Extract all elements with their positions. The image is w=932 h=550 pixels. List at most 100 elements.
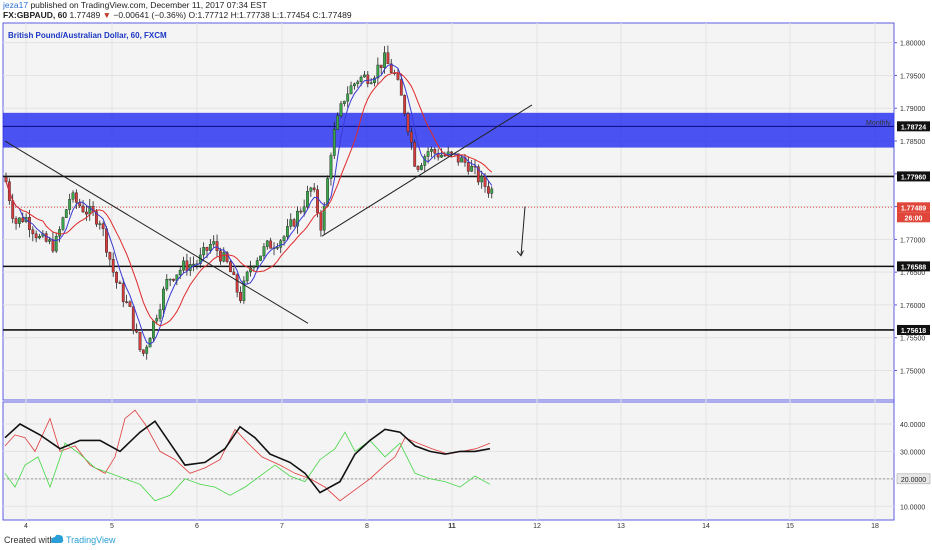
candle-body: [4, 176, 8, 183]
projection-arrow: [520, 206, 526, 256]
fast-ma-line: [5, 63, 493, 345]
candle-body: [71, 192, 75, 200]
candle-body: [172, 278, 175, 281]
candle-body: [286, 226, 289, 237]
chart-title: British Pound/Australian Dollar, 60, FXC…: [8, 31, 167, 40]
candle-body: [151, 320, 155, 339]
candle-body: [61, 217, 65, 230]
candle-body: [366, 74, 370, 84]
chart-canvas[interactable]: 1.800001.795001.790001.785001.780001.775…: [0, 0, 932, 530]
last-price: 1.77489: [69, 10, 101, 20]
candle-body: [289, 219, 293, 227]
candle-body: [128, 301, 132, 307]
candle-body: [182, 260, 185, 271]
x-tick-label: 13: [617, 523, 625, 530]
candle-body: [389, 63, 393, 73]
price-label-bg: [897, 121, 930, 132]
candle-body: [31, 229, 35, 235]
y-tick-label: 1.76000: [900, 303, 925, 310]
candle-body: [14, 218, 18, 224]
candle-body: [58, 229, 62, 237]
candle-body: [105, 228, 108, 253]
candle-body: [416, 166, 420, 170]
candle-body: [359, 76, 363, 83]
candle-body: [74, 192, 78, 203]
candle-body: [229, 261, 232, 273]
tradingview-brand[interactable]: TradingView: [66, 535, 116, 545]
candle-body: [386, 52, 390, 65]
candle-body: [222, 252, 226, 262]
candle-body: [269, 240, 273, 249]
ascending-trendline: [321, 104, 533, 237]
candle-body: [212, 241, 216, 245]
candle-body: [476, 166, 480, 183]
candle-body: [81, 205, 85, 213]
candle-body: [51, 239, 55, 252]
candle-body: [369, 82, 373, 85]
horizontal-levels[interactable]: [3, 175, 894, 331]
candle-body: [430, 149, 433, 152]
candle-body: [460, 157, 463, 163]
candle-body: [450, 151, 453, 154]
candle-body: [470, 165, 474, 172]
osc-ref-label-text: 20.0000: [901, 477, 926, 484]
candle-body: [21, 217, 25, 222]
candle-body: [279, 240, 283, 248]
candle-body: [101, 223, 105, 229]
candle-body: [322, 205, 326, 231]
osc-tick-label: 40.0000: [900, 422, 925, 429]
y-tick-label: 1.77000: [900, 237, 925, 244]
candle-body: [168, 278, 172, 281]
osc-tick-label: 30.0000: [900, 449, 925, 456]
quote-line: FX:GBPAUD, 60 1.77489 ▼ −0.00641 (−0.36%…: [3, 10, 352, 20]
candle-body: [111, 259, 115, 273]
candle-body: [309, 187, 313, 192]
osc-black-line: [4, 420, 491, 494]
candle-body: [306, 191, 309, 208]
candle-body: [259, 255, 262, 261]
monthly-zone[interactable]: [3, 112, 894, 148]
price-label-text: 1.78724: [901, 124, 926, 131]
candle-body: [118, 282, 122, 284]
y-tick-label: 1.80000: [900, 41, 925, 48]
grid: [3, 23, 894, 520]
candle-body: [296, 210, 299, 227]
x-tick-label: 6: [195, 523, 199, 530]
candle-body: [456, 153, 460, 163]
candle-body: [346, 93, 350, 102]
main-pane[interactable]: [2, 22, 895, 401]
candle-body: [135, 329, 139, 333]
candle-body: [54, 236, 58, 252]
candle-body: [349, 85, 353, 95]
candle-body: [420, 165, 423, 170]
publish-line: jeza17 published on TradingView.com, Dec…: [3, 0, 267, 10]
y-tick-label: 1.78500: [900, 139, 925, 146]
candle-body: [339, 103, 343, 117]
candle-body: [275, 247, 279, 249]
candle-body: [440, 154, 443, 158]
candle-body: [363, 74, 366, 78]
price-label-bg: [897, 171, 930, 182]
candle-body: [292, 219, 296, 227]
candle-body: [125, 301, 129, 303]
candle-body: [446, 151, 450, 156]
y-axis: 1.800001.795001.790001.785001.780001.775…: [894, 41, 925, 511]
candle-body: [383, 52, 386, 68]
candle-body: [141, 349, 145, 354]
candle-body: [18, 217, 21, 224]
symbol-label: FX:GBPAUD, 60: [3, 10, 68, 20]
trend-lines[interactable]: [4, 104, 533, 324]
candle-body: [413, 142, 417, 167]
author-link[interactable]: jeza17: [3, 0, 29, 10]
candle-body: [245, 271, 249, 282]
candle-body: [312, 187, 316, 190]
oscillator-pane[interactable]: [2, 401, 895, 521]
candle-body: [28, 217, 31, 230]
candle-body: [115, 272, 118, 283]
x-tick-label: 7: [280, 523, 284, 530]
y-tick-label: 1.75500: [900, 336, 925, 343]
oscillator-lines: [3, 409, 894, 502]
candle-body: [48, 239, 51, 242]
candle-body: [178, 269, 182, 275]
candle-body: [158, 309, 162, 319]
